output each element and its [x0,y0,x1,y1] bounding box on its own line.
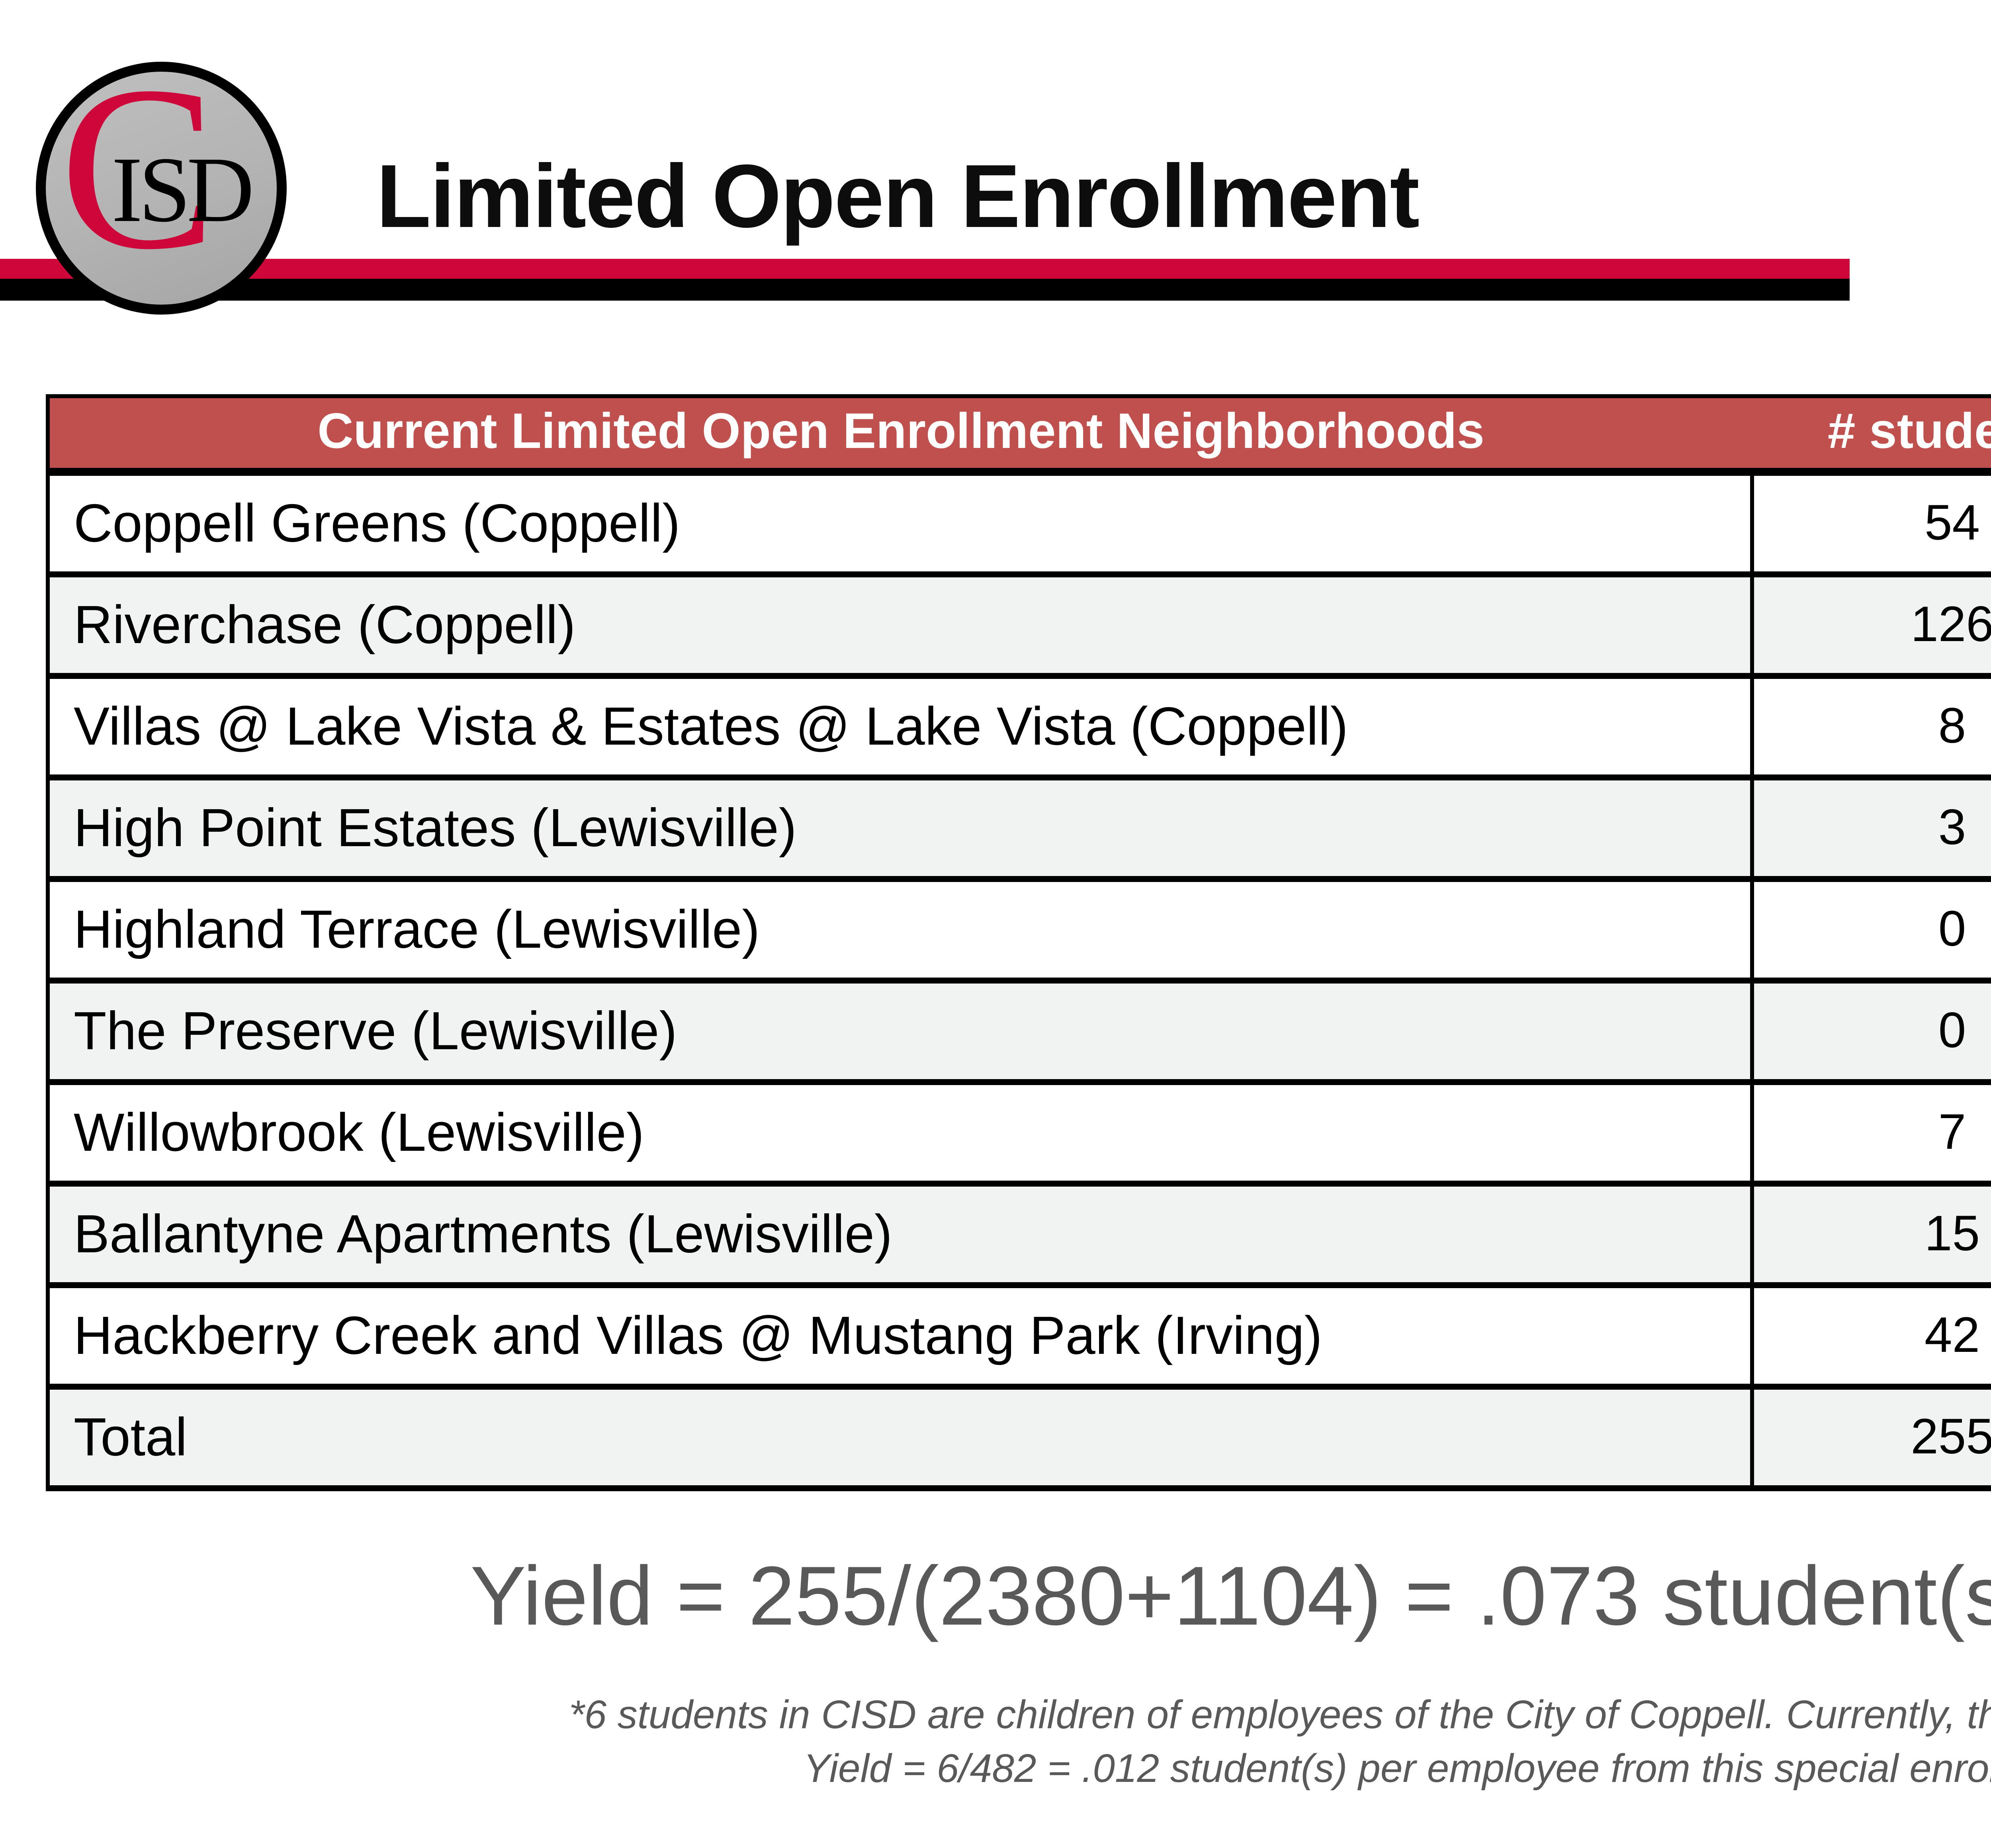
cell-students: 8 [1750,673,1991,780]
table-row: Ballantyne Apartments (Lewisville)15-422 [46,1181,1991,1288]
brand-bar-red [0,259,1850,279]
table-row: Riverchase (Coppell)126471682 [46,571,1991,679]
cell-name: Hackberry Creek and Villas @ Mustang Par… [46,1282,1754,1390]
logo-letter-c: C [60,38,217,299]
cell-students: 15 [1750,1181,1991,1288]
logo-letters-isd: ISD [111,139,254,243]
cell-students: 255 [1750,1384,1991,1491]
cisd-logo: C ISD [36,51,287,315]
table-row: The Preserve (Lewisville)027 [46,978,1991,1085]
cell-students: 3 [1750,774,1991,882]
cell-name: Riverchase (Coppell) [46,571,1754,679]
table-row: High Point Estates (Lewisville)384 [46,774,1991,882]
table-header-row: Current Limited Open Enrollment Neighbor… [48,396,1991,476]
cell-name: The Preserve (Lewisville) [46,978,1754,1085]
column-header-students: # students [1752,396,1991,476]
footnotes: *6 students in CISD are children of empl… [0,1690,1991,1798]
cell-name: Coppell Greens (Coppell) [46,469,1754,577]
table-row: Hackberry Creek and Villas @ Mustang Par… [46,1282,1991,1390]
cell-students: 42 [1750,1282,1991,1390]
table-row: Willowbrook (Lewisville)773 [46,1079,1991,1187]
cell-students: 0 [1750,978,1991,1085]
cell-students: 54 [1750,469,1991,577]
table-row: Villas @ Lake Vista & Estates @ Lake Vis… [46,673,1991,780]
footnote-line-2: Yield = 6/482 = .012 student(s) per empl… [803,1748,1991,1792]
cell-name: Ballantyne Apartments (Lewisville) [46,1181,1754,1288]
brand-bar-black [0,279,1850,301]
footnote-line-1: *6 students in CISD are children of empl… [569,1694,1991,1738]
table-row-total: Total25523801104 [46,1384,1991,1491]
cell-name: Highland Terrace (Lewisville) [46,876,1754,984]
cell-name: Willowbrook (Lewisville) [46,1079,1754,1187]
enrollment-table: Current Limited Open Enrollment Neighbor… [46,394,1991,1491]
column-header-neighborhoods: Current Limited Open Enrollment Neighbor… [48,396,1752,476]
cell-students: 126 [1750,571,1991,679]
yield-summary: Yield = 255/(2380+1104) = .073 student(s… [470,1549,1991,1643]
cell-name: High Point Estates (Lewisville) [46,774,1754,882]
table-row: Highland Terrace (Lewisville)032 [46,876,1991,984]
table-body: Coppell Greens (Coppell)54290Riverchase … [46,469,1991,1491]
table-row: Coppell Greens (Coppell)54290 [46,469,1991,577]
cell-students: 7 [1750,1079,1991,1187]
cell-name: Villas @ Lake Vista & Estates @ Lake Vis… [46,673,1754,780]
slide-title: Limited Open Enrollment [376,145,1420,247]
cell-name: Total [46,1384,1754,1491]
cell-students: 0 [1750,876,1991,984]
